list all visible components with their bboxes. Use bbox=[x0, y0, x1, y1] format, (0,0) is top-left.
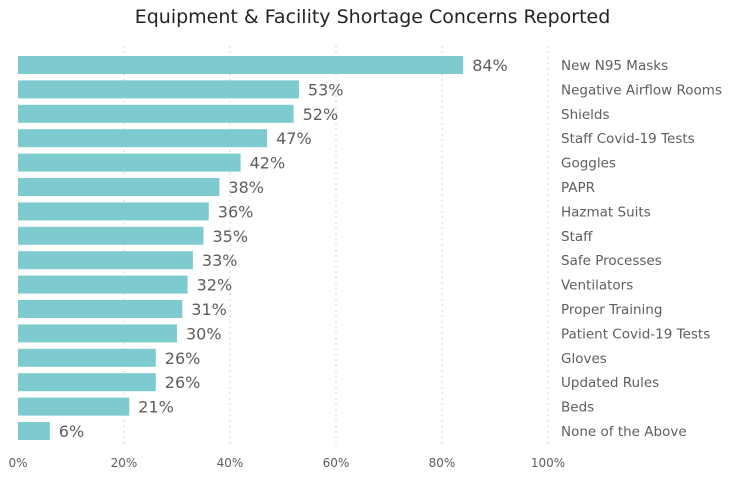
x-tick-label: 80% bbox=[429, 456, 456, 470]
data-label: 38% bbox=[228, 178, 264, 197]
data-label: 33% bbox=[202, 251, 238, 270]
category-label: Beds bbox=[561, 400, 594, 416]
bar bbox=[18, 397, 130, 416]
data-label: 32% bbox=[197, 276, 233, 295]
category-label: Negative Airflow Rooms bbox=[561, 82, 722, 98]
data-label: 21% bbox=[138, 398, 174, 417]
data-label: 53% bbox=[308, 80, 344, 99]
category-label: Staff bbox=[561, 229, 593, 245]
bar bbox=[18, 275, 188, 294]
data-label: 47% bbox=[276, 129, 312, 148]
chart-title: Equipment & Facility Shortage Concerns R… bbox=[134, 6, 611, 28]
x-tick-label: 60% bbox=[323, 456, 350, 470]
data-label: 36% bbox=[218, 202, 254, 221]
bar bbox=[18, 153, 241, 172]
category-label: Ventilators bbox=[561, 278, 633, 294]
bar bbox=[18, 422, 50, 440]
category-label: Hazmat Suits bbox=[561, 204, 651, 220]
category-label: Updated Rules bbox=[561, 375, 659, 391]
category-label: None of the Above bbox=[561, 424, 687, 440]
category-label: Goggles bbox=[561, 156, 616, 172]
data-label: 6% bbox=[59, 422, 84, 441]
data-label: 26% bbox=[165, 349, 201, 368]
x-tick-label: 0% bbox=[8, 456, 27, 470]
data-label: 42% bbox=[250, 154, 286, 173]
bar bbox=[18, 300, 183, 318]
data-label: 84% bbox=[472, 56, 508, 75]
data-label: 35% bbox=[213, 227, 249, 246]
data-label: 52% bbox=[303, 105, 339, 124]
category-label: Safe Processes bbox=[561, 253, 662, 269]
x-tick-label: 100% bbox=[531, 456, 565, 470]
bar bbox=[18, 129, 268, 148]
bar bbox=[18, 56, 464, 74]
bar bbox=[18, 226, 204, 245]
bar bbox=[18, 373, 156, 392]
data-label: 31% bbox=[191, 300, 227, 319]
bar bbox=[18, 348, 156, 367]
category-label: PAPR bbox=[561, 180, 595, 196]
bar bbox=[18, 104, 294, 123]
category-label: Gloves bbox=[561, 351, 607, 367]
x-tick-label: 20% bbox=[111, 456, 138, 470]
category-label: Proper Training bbox=[561, 302, 662, 318]
bar bbox=[18, 251, 193, 270]
bar bbox=[18, 80, 299, 99]
x-tick-label: 40% bbox=[217, 456, 244, 470]
category-label: Shields bbox=[561, 107, 610, 123]
bar bbox=[18, 324, 177, 343]
bar bbox=[18, 178, 220, 196]
data-label: 26% bbox=[165, 373, 201, 392]
category-label: New N95 Masks bbox=[561, 58, 668, 74]
data-label: 30% bbox=[186, 324, 222, 343]
category-label: Staff Covid-19 Tests bbox=[561, 131, 695, 147]
bar bbox=[18, 202, 209, 221]
category-label: Patient Covid-19 Tests bbox=[561, 326, 710, 342]
